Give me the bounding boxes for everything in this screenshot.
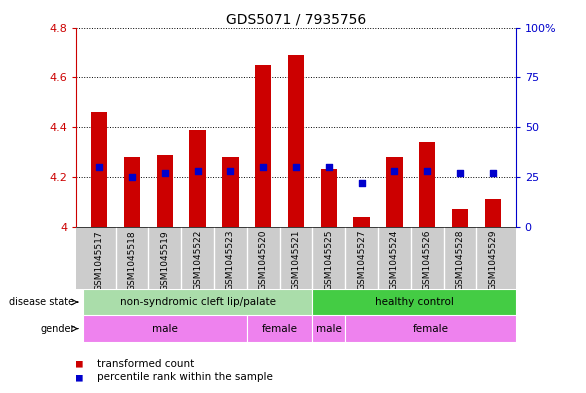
- Point: [160, 170, 169, 176]
- Point: [226, 168, 235, 174]
- Point: [390, 168, 399, 174]
- Point: [127, 174, 137, 180]
- Bar: [91, 112, 107, 227]
- Text: percentile rank within the sample: percentile rank within the sample: [97, 372, 272, 382]
- Text: disease state: disease state: [9, 297, 74, 307]
- Text: GSM1045528: GSM1045528: [455, 230, 465, 290]
- Text: GSM1045521: GSM1045521: [291, 230, 301, 290]
- Bar: [83, 289, 312, 315]
- Text: GSM1045524: GSM1045524: [390, 230, 399, 290]
- Point: [488, 170, 498, 176]
- Bar: [321, 169, 337, 227]
- Bar: [124, 157, 140, 227]
- Bar: [247, 315, 312, 342]
- Text: female: female: [261, 323, 298, 334]
- Bar: [452, 209, 468, 227]
- Text: GSM1045529: GSM1045529: [488, 230, 498, 290]
- Title: GDS5071 / 7935756: GDS5071 / 7935756: [226, 12, 366, 26]
- Point: [193, 168, 202, 174]
- Text: non-syndromic cleft lip/palate: non-syndromic cleft lip/palate: [120, 297, 275, 307]
- Point: [324, 164, 333, 170]
- Bar: [312, 289, 516, 315]
- Text: male: male: [152, 323, 178, 334]
- Text: GSM1045522: GSM1045522: [193, 230, 202, 290]
- Bar: [312, 315, 345, 342]
- Text: GSM1045526: GSM1045526: [423, 230, 432, 290]
- Text: GSM1045525: GSM1045525: [324, 230, 333, 290]
- Text: ■: ■: [76, 372, 83, 382]
- Text: GSM1045520: GSM1045520: [258, 230, 268, 290]
- Bar: [156, 154, 173, 227]
- Text: transformed count: transformed count: [97, 358, 194, 369]
- Text: GSM1045519: GSM1045519: [160, 230, 169, 290]
- Bar: [485, 199, 501, 227]
- Bar: [189, 130, 206, 227]
- Text: male: male: [316, 323, 342, 334]
- Bar: [255, 65, 271, 227]
- Text: female: female: [413, 323, 448, 334]
- Point: [291, 164, 301, 170]
- Text: GSM1045523: GSM1045523: [226, 230, 235, 290]
- Text: ■: ■: [76, 358, 83, 369]
- Bar: [419, 142, 435, 227]
- Text: GSM1045527: GSM1045527: [357, 230, 366, 290]
- Point: [94, 164, 104, 170]
- Point: [258, 164, 268, 170]
- Text: gender: gender: [40, 323, 74, 334]
- Point: [423, 168, 432, 174]
- Point: [357, 180, 366, 186]
- Text: healthy control: healthy control: [374, 297, 454, 307]
- Bar: [222, 157, 239, 227]
- Bar: [83, 315, 247, 342]
- Bar: [288, 55, 304, 227]
- Point: [455, 170, 465, 176]
- Text: GSM1045518: GSM1045518: [127, 230, 137, 290]
- Bar: [353, 217, 370, 227]
- Bar: [345, 315, 516, 342]
- Bar: [386, 157, 403, 227]
- Text: GSM1045517: GSM1045517: [94, 230, 104, 290]
